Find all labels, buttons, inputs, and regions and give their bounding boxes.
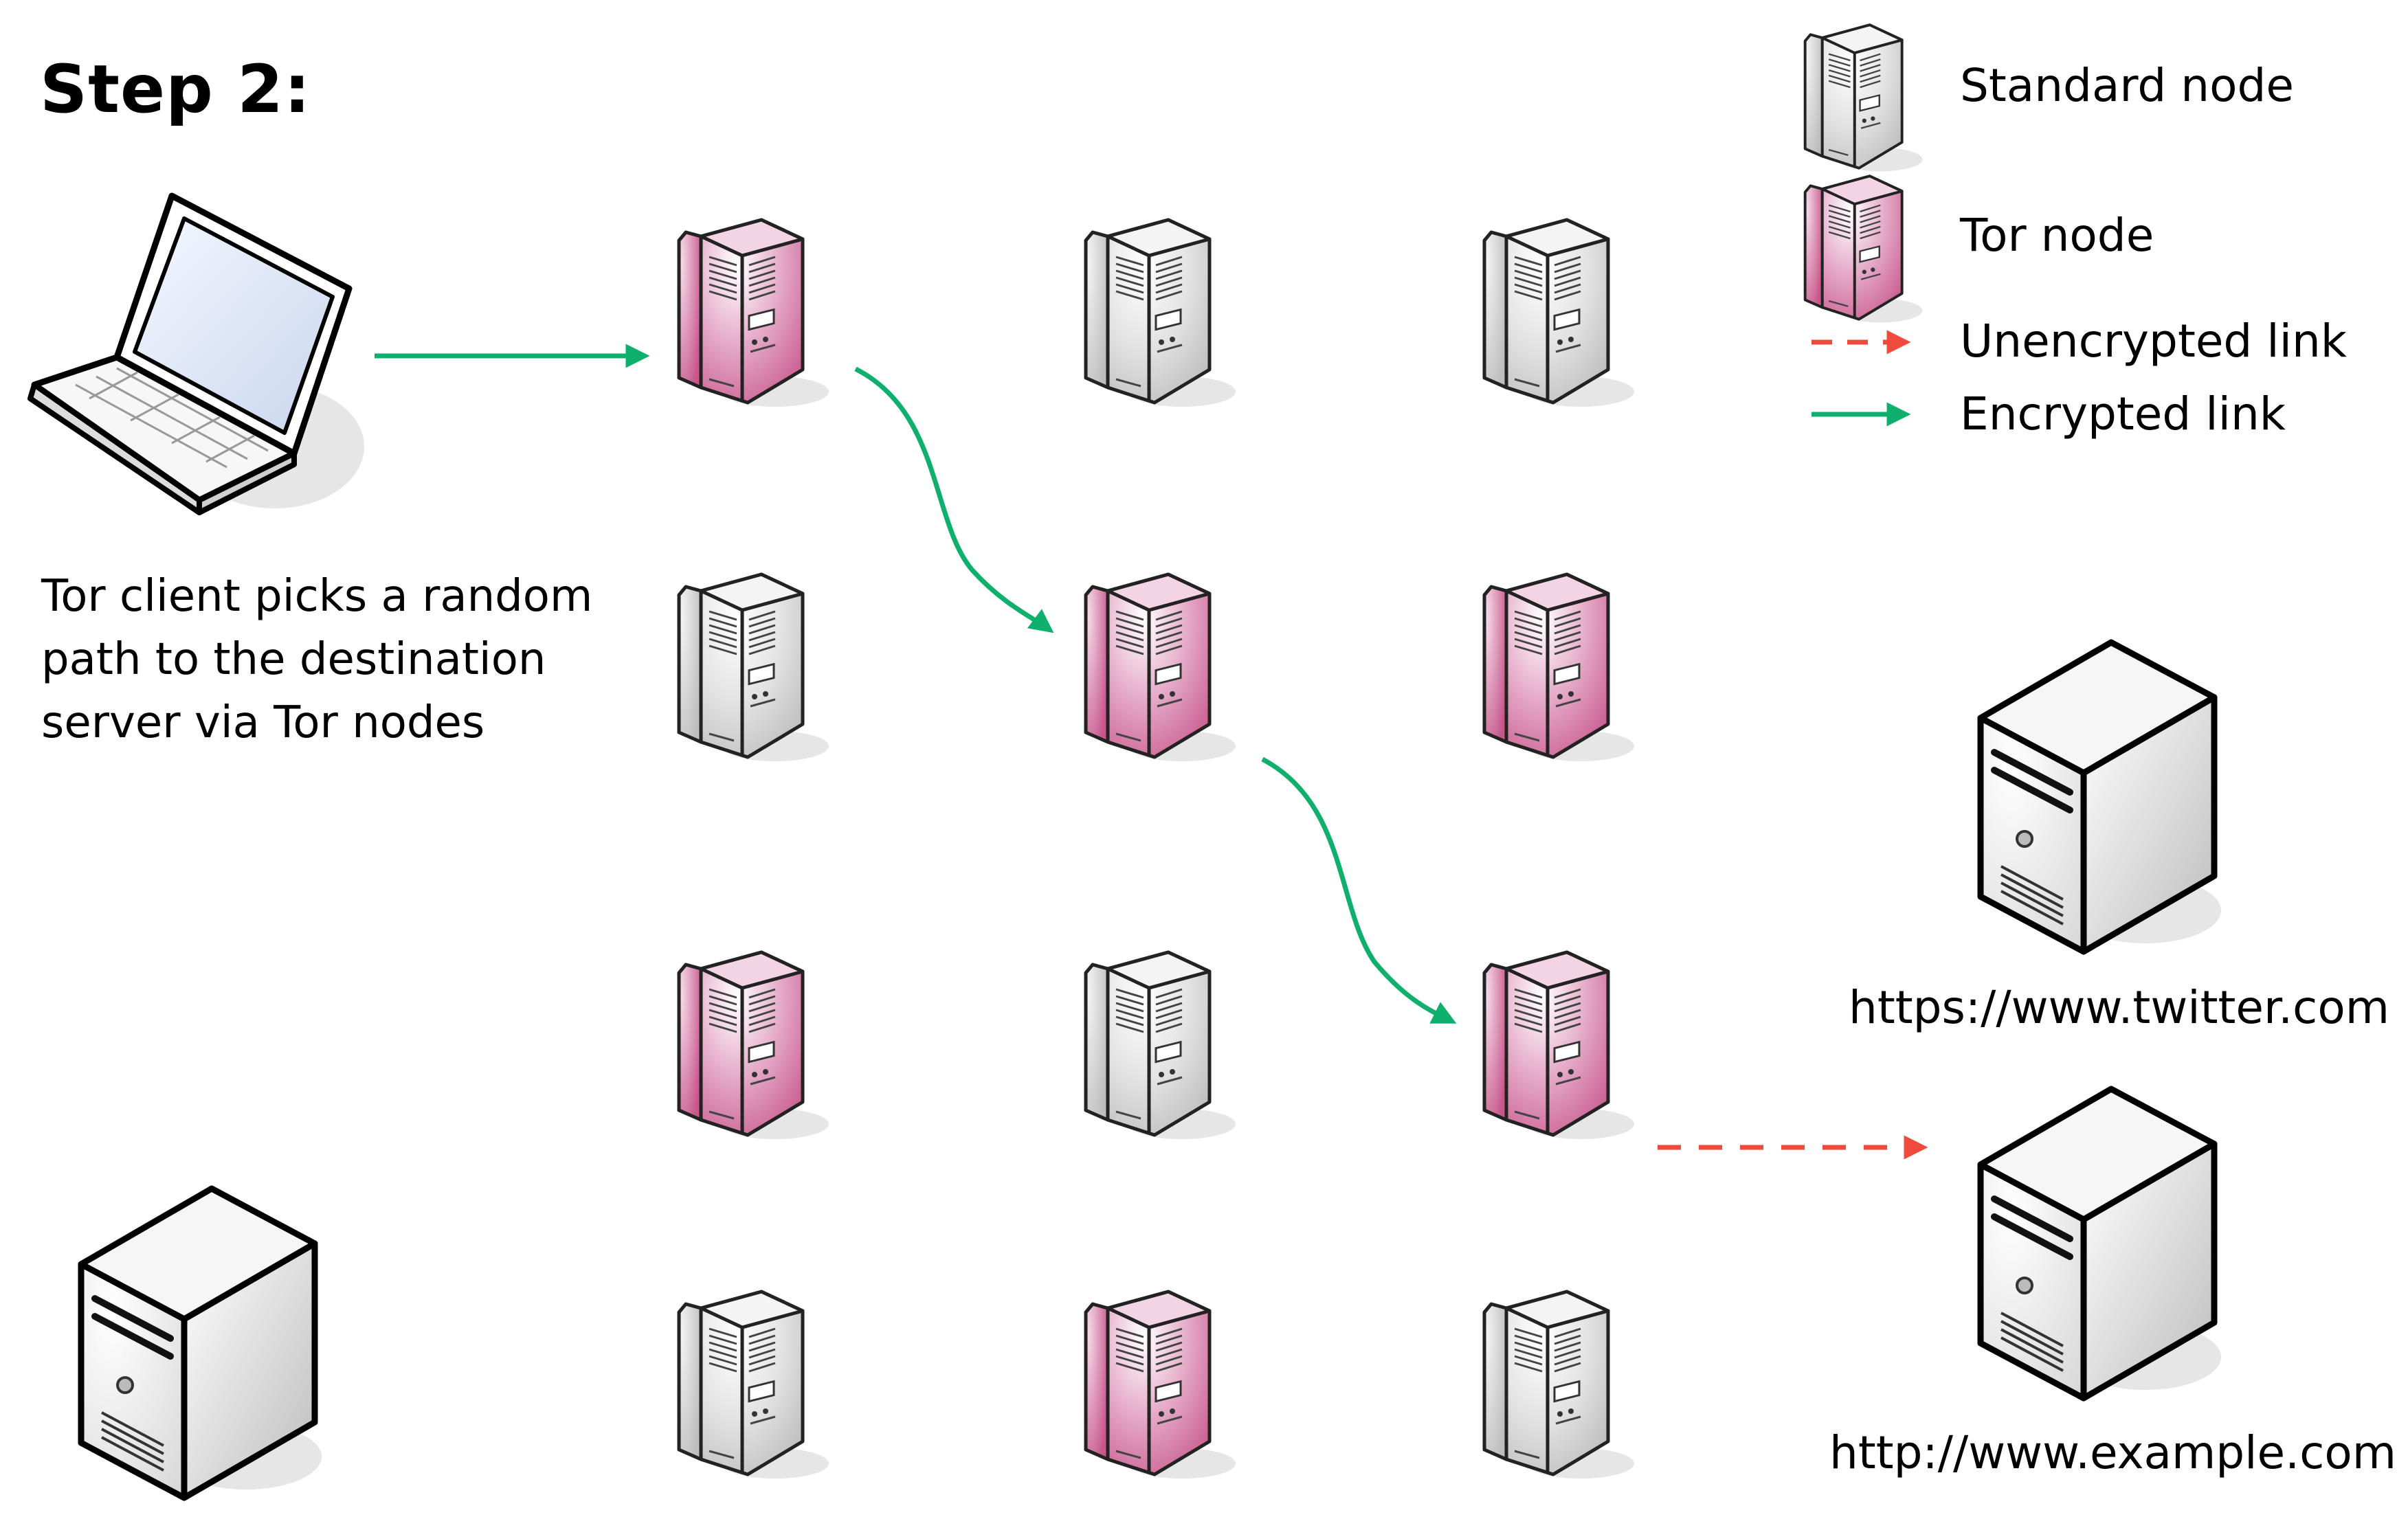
destination-twitter-label: https://www.twitter.com [1849, 981, 2390, 1034]
relay-grid [679, 220, 1634, 1479]
server-twitter-icon [1981, 642, 2221, 952]
standard-node-icon-r4c1 [679, 1292, 829, 1479]
standard-node-icon-r1c2 [1086, 220, 1236, 407]
tor-node-icon-r4c2 [1086, 1292, 1236, 1479]
encrypted-link-entry-to-middle [854, 366, 1054, 633]
legend-tor-node-icon [1803, 175, 1924, 324]
legend [1803, 23, 1924, 427]
legend-standard-node-icon [1803, 23, 1924, 173]
legend-standard-node-label: Standard node [1960, 59, 2294, 112]
server-tower-icon [81, 1189, 322, 1498]
standard-node-icon-r1c3 [1484, 220, 1634, 407]
legend-tor-node-label: Tor node [1960, 209, 2154, 262]
encrypted-link-middle-to-exit [1261, 756, 1457, 1024]
laptop-icon [27, 192, 364, 515]
tor-node-icon-r2c2 [1086, 574, 1236, 761]
tor-node-icon-r3c1 [679, 952, 829, 1139]
description-line: Tor client picks a random [41, 571, 593, 622]
description: Tor client picks a random path to the de… [41, 565, 592, 754]
step-title: Step 2: [40, 51, 311, 128]
tor-node-icon-r2c3 [1484, 574, 1634, 761]
standard-node-icon-r3c2 [1086, 952, 1236, 1139]
legend-unencrypted-link-label: Unencrypted link [1960, 315, 2348, 368]
destination-example-label: http://www.example.com [1829, 1426, 2397, 1479]
description-line: server via Tor nodes [41, 697, 485, 748]
legend-encrypted-link-label: Encrypted link [1960, 387, 2286, 440]
description-line: path to the destination [41, 634, 546, 685]
tor-node-icon-r3c3 [1484, 952, 1634, 1139]
tor-node-icon-r1c1 [679, 220, 829, 407]
standard-node-icon-r4c3 [1484, 1292, 1634, 1479]
standard-node-icon-r2c1 [679, 574, 829, 761]
server-example-icon [1981, 1089, 2221, 1398]
